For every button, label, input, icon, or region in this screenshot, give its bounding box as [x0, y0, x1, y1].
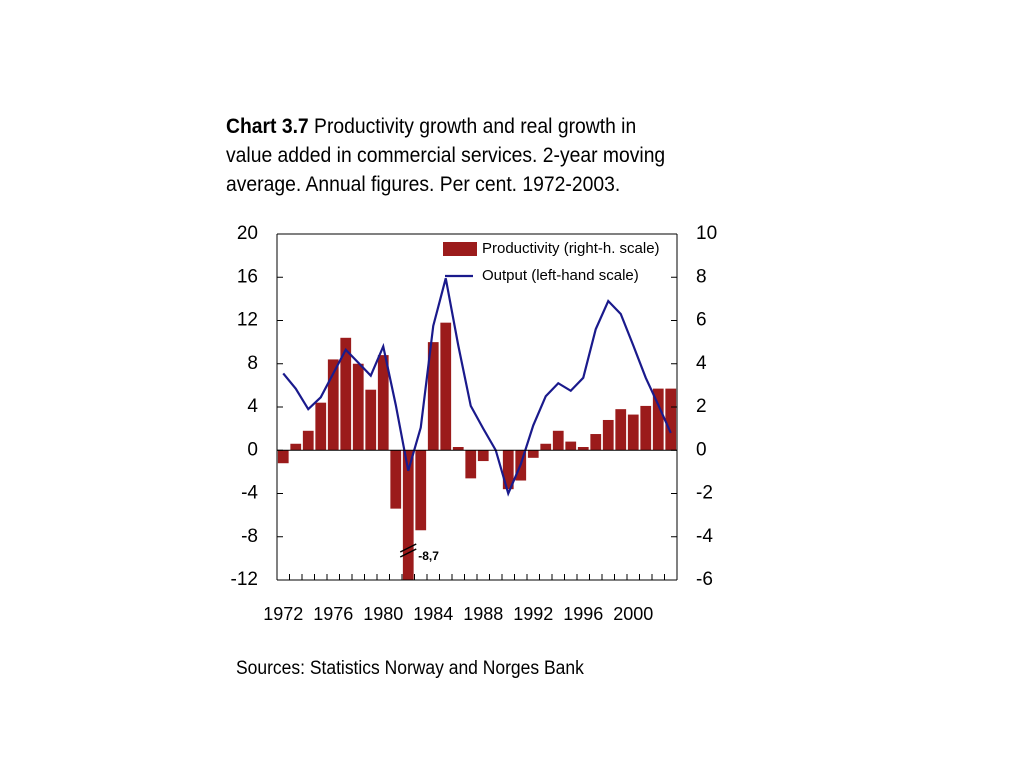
break-mark [399, 543, 417, 553]
bar [452, 447, 464, 451]
bar [502, 450, 514, 490]
y2-tick-label: 10 [696, 223, 717, 244]
y2-tick-label: 6 [696, 310, 707, 331]
bar [640, 405, 652, 451]
bar [477, 450, 489, 462]
bar [590, 434, 602, 451]
chart-title: Productivity growth and real growth in v… [226, 115, 666, 196]
bar [665, 388, 677, 451]
bar [352, 363, 364, 451]
y2-tick-label: 2 [696, 396, 707, 417]
y-tick-label: 20 [237, 223, 258, 244]
bar [627, 414, 639, 451]
plot-area [277, 278, 677, 580]
break-mark [399, 548, 417, 558]
y-tick-label: 16 [237, 266, 258, 287]
y2-tick-label: -4 [696, 526, 713, 547]
chart-title-block: Chart 3.7 Productivity growth and real g… [226, 112, 677, 199]
bar [602, 419, 614, 451]
bar [652, 388, 664, 451]
x-tick-label: 1984 [413, 604, 453, 624]
y-tick-label: 8 [247, 353, 258, 374]
bar [427, 342, 439, 451]
bar [377, 355, 389, 451]
x-tick-label: 1976 [313, 604, 353, 624]
y-tick-label: 4 [247, 396, 258, 417]
bar [465, 450, 477, 479]
data-label: -8,7 [418, 549, 439, 563]
bar [290, 443, 302, 451]
bar [402, 450, 414, 580]
y2-tick-label: 8 [696, 266, 707, 287]
bar [577, 447, 589, 451]
bar [527, 450, 539, 458]
bar [565, 441, 577, 451]
bar [390, 450, 402, 509]
bar [540, 443, 552, 451]
bar [277, 450, 289, 464]
y2-tick-label: -6 [696, 569, 713, 590]
y-tick-label: 12 [237, 310, 258, 331]
bar [440, 322, 452, 451]
y2-tick-label: -2 [696, 483, 713, 504]
bar [552, 430, 564, 451]
bar [340, 337, 352, 451]
legend-swatch [443, 242, 477, 256]
y-tick-label: -4 [241, 483, 258, 504]
bar [327, 359, 339, 451]
bar [365, 389, 377, 451]
x-tick-label: 1988 [463, 604, 503, 624]
y-tick-label: -8 [241, 526, 258, 547]
y2-tick-label: 0 [696, 439, 707, 460]
bar [315, 402, 327, 451]
y2-tick-label: 4 [696, 353, 707, 374]
chart-title-label: Chart 3.7 [226, 115, 309, 138]
legend-label: Output (left-hand scale) [482, 267, 639, 284]
x-tick-label: 2000 [613, 604, 653, 624]
x-tick-label: 1980 [363, 604, 403, 624]
bar [615, 409, 627, 451]
x-tick-label: 1992 [513, 604, 553, 624]
legend-label: Productivity (right-h. scale) [482, 240, 660, 257]
bar [302, 430, 314, 451]
x-tick-label: 1996 [563, 604, 603, 624]
y-tick-label: -12 [231, 569, 258, 590]
source-note: Sources: Statistics Norway and Norges Ba… [236, 658, 584, 679]
bar [415, 450, 427, 531]
y-tick-label: 0 [247, 439, 258, 460]
x-tick-label: 1972 [263, 604, 303, 624]
line [282, 278, 672, 497]
